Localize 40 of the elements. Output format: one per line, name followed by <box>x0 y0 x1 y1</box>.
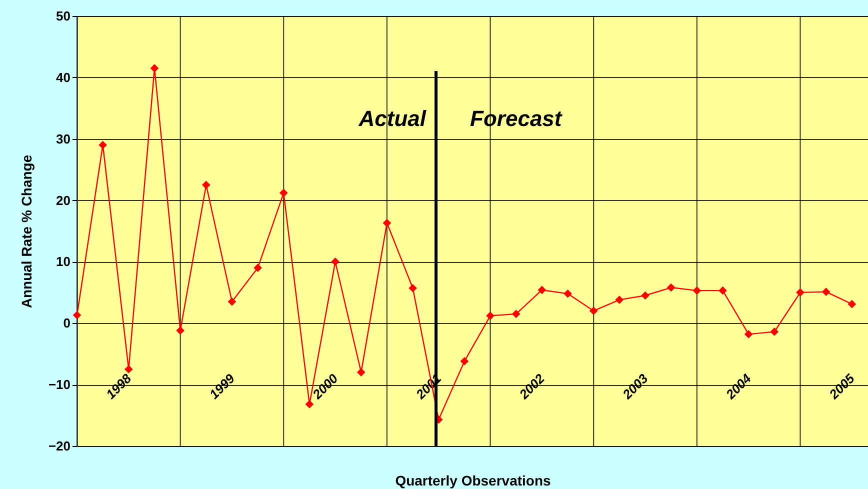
point <box>176 326 185 335</box>
point <box>796 288 804 297</box>
y-tick-label: 40 <box>56 70 70 85</box>
point <box>356 368 366 376</box>
point <box>305 400 314 408</box>
y-tick-label: 30 <box>56 131 70 146</box>
point <box>124 365 133 374</box>
point <box>666 283 676 292</box>
point <box>822 288 830 296</box>
point <box>279 188 288 198</box>
y-tick-label: 20 <box>56 192 70 208</box>
point <box>408 284 417 292</box>
point <box>331 258 340 266</box>
y-tick-label: 0 <box>63 316 70 331</box>
y-axis-title: Annual Rate % Change <box>18 154 34 308</box>
point <box>382 218 392 228</box>
point <box>718 286 727 295</box>
point <box>512 310 520 318</box>
point <box>460 357 469 366</box>
point <box>202 180 210 190</box>
point <box>538 286 546 294</box>
point <box>692 286 702 295</box>
point <box>615 296 624 304</box>
y-tick-label: −10 <box>48 377 70 392</box>
point <box>98 140 108 150</box>
x-axis-title: Quarterly Observations <box>395 472 552 488</box>
point <box>228 297 236 306</box>
point <box>72 310 82 320</box>
point <box>486 312 494 320</box>
point <box>564 289 572 298</box>
point <box>848 300 856 308</box>
point <box>254 264 262 272</box>
point <box>641 291 650 300</box>
point <box>589 306 598 316</box>
point <box>150 64 159 72</box>
point <box>744 330 753 338</box>
y-tick-label: 50 <box>56 8 70 24</box>
y-tick-label: −20 <box>48 438 70 454</box>
point <box>770 328 779 336</box>
y-tick-label: 10 <box>56 254 70 270</box>
